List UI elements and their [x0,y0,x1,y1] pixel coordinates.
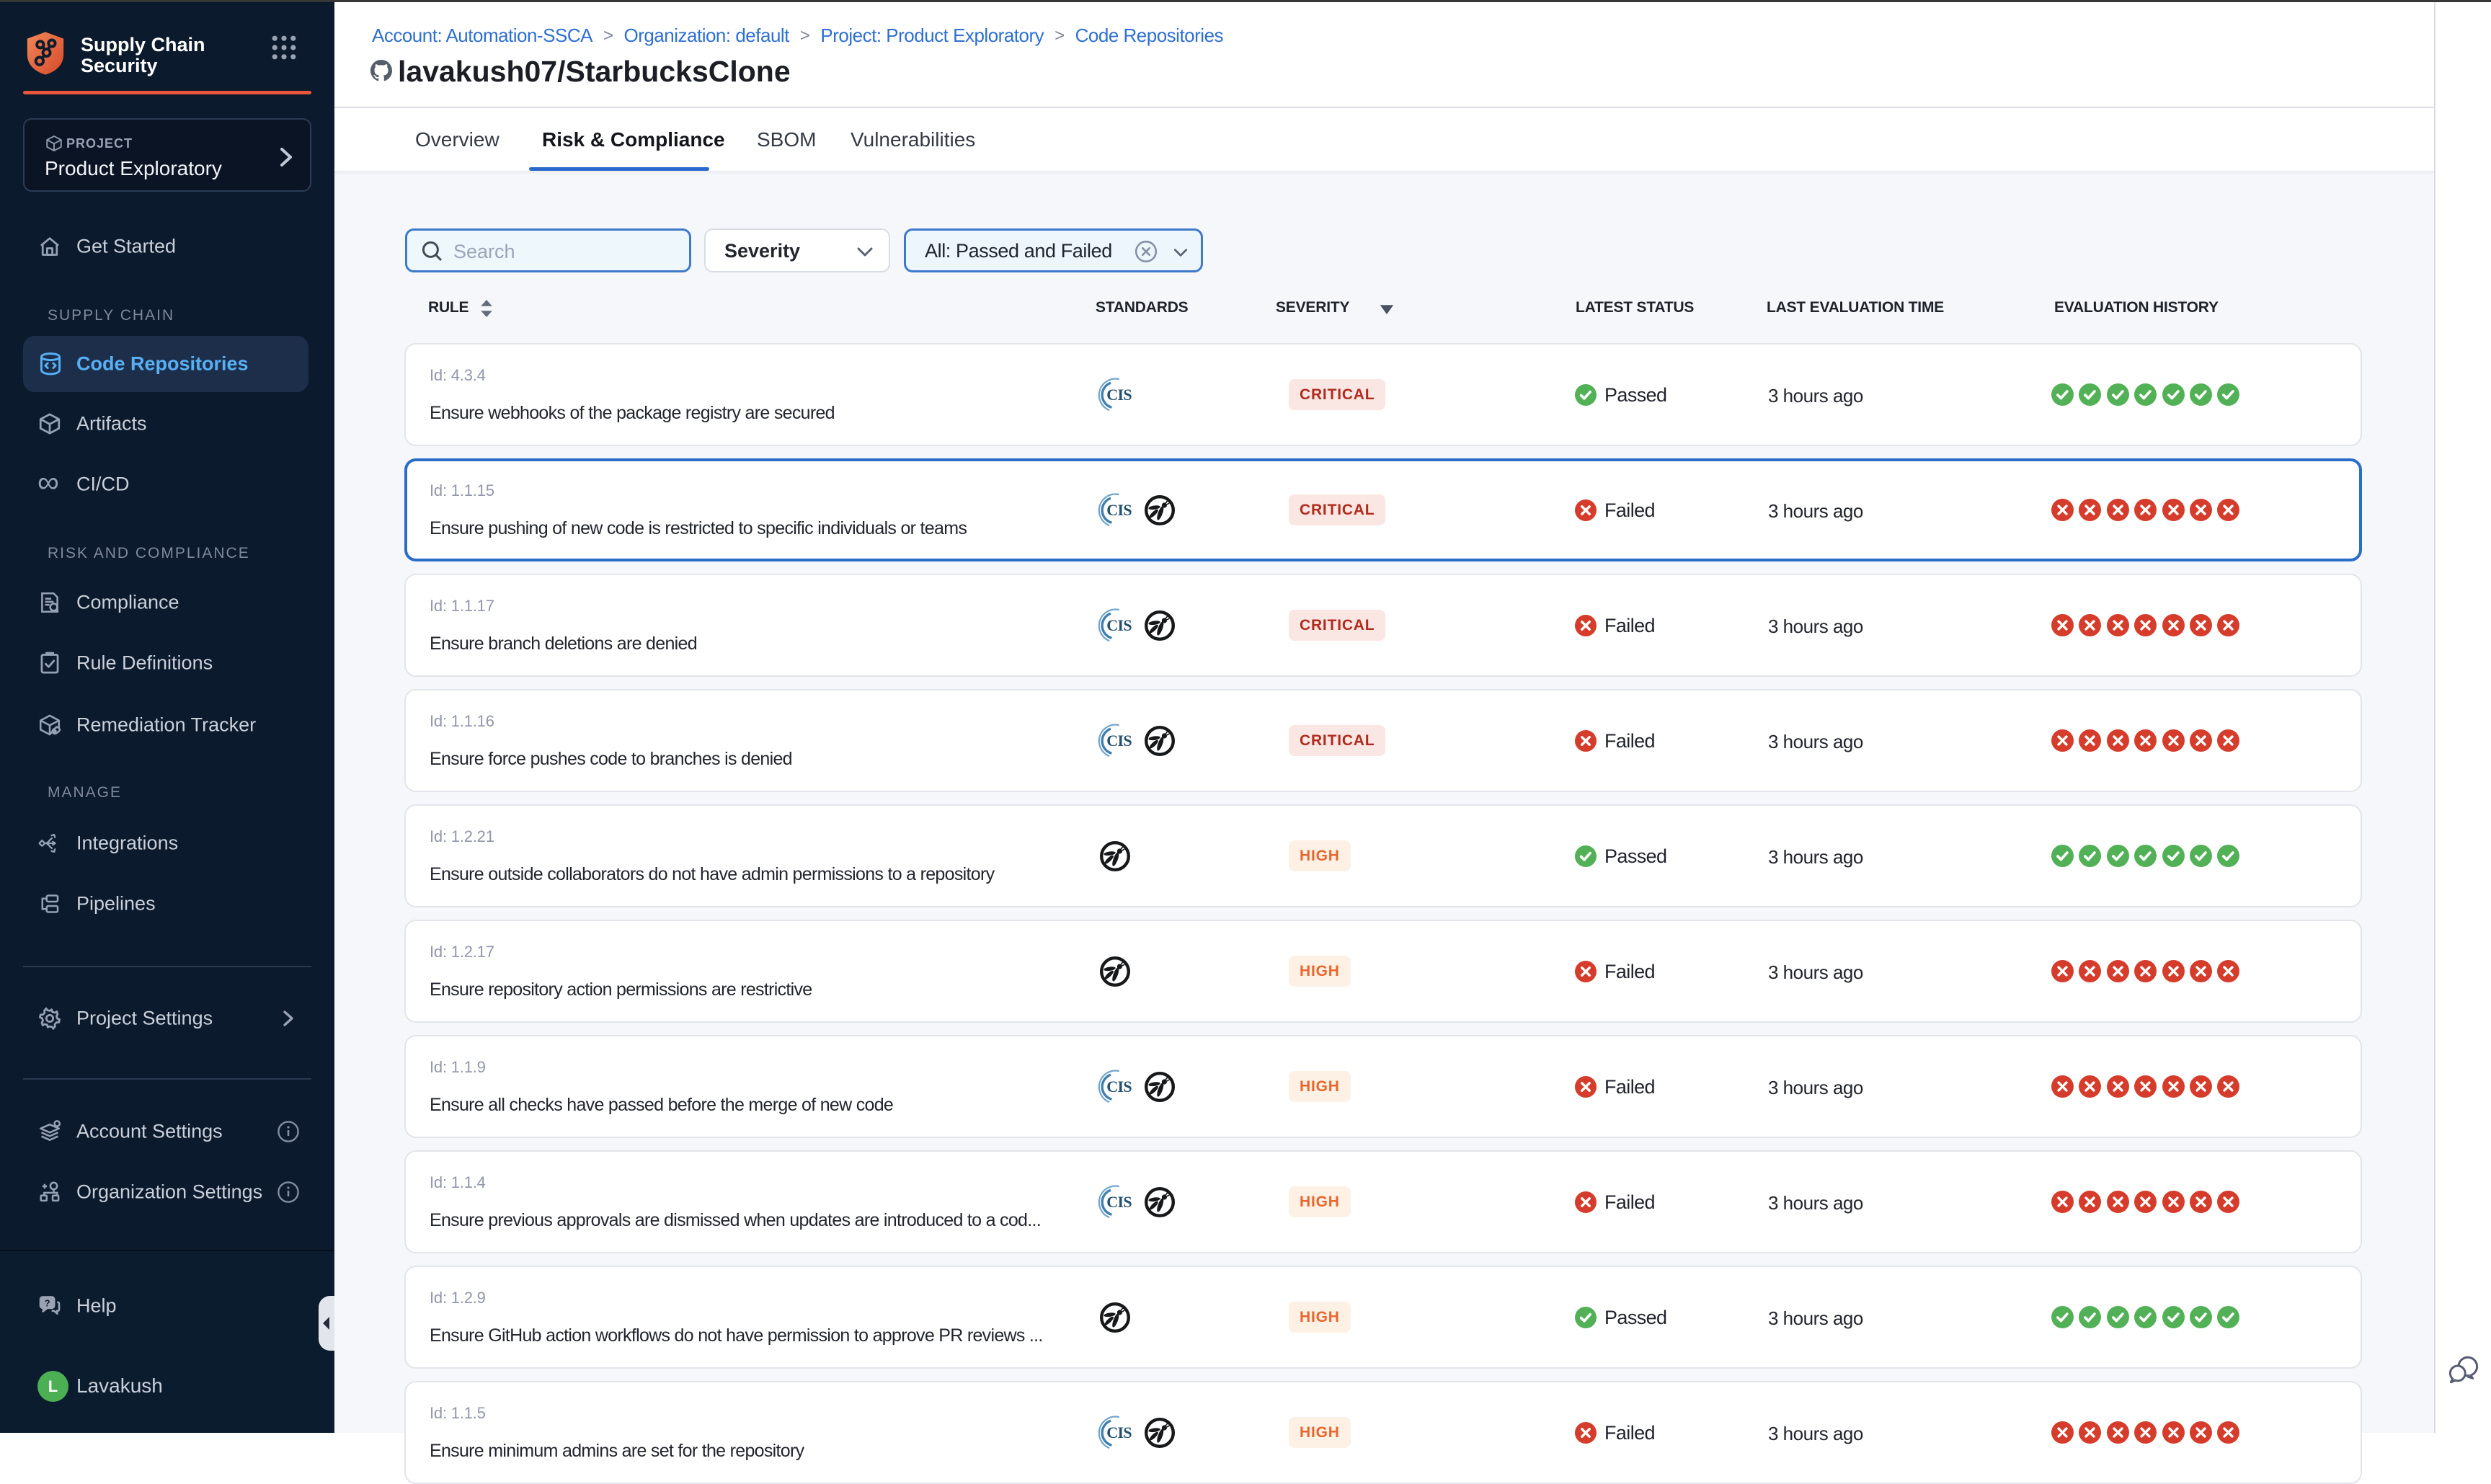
svg-text:?: ? [45,1297,50,1308]
